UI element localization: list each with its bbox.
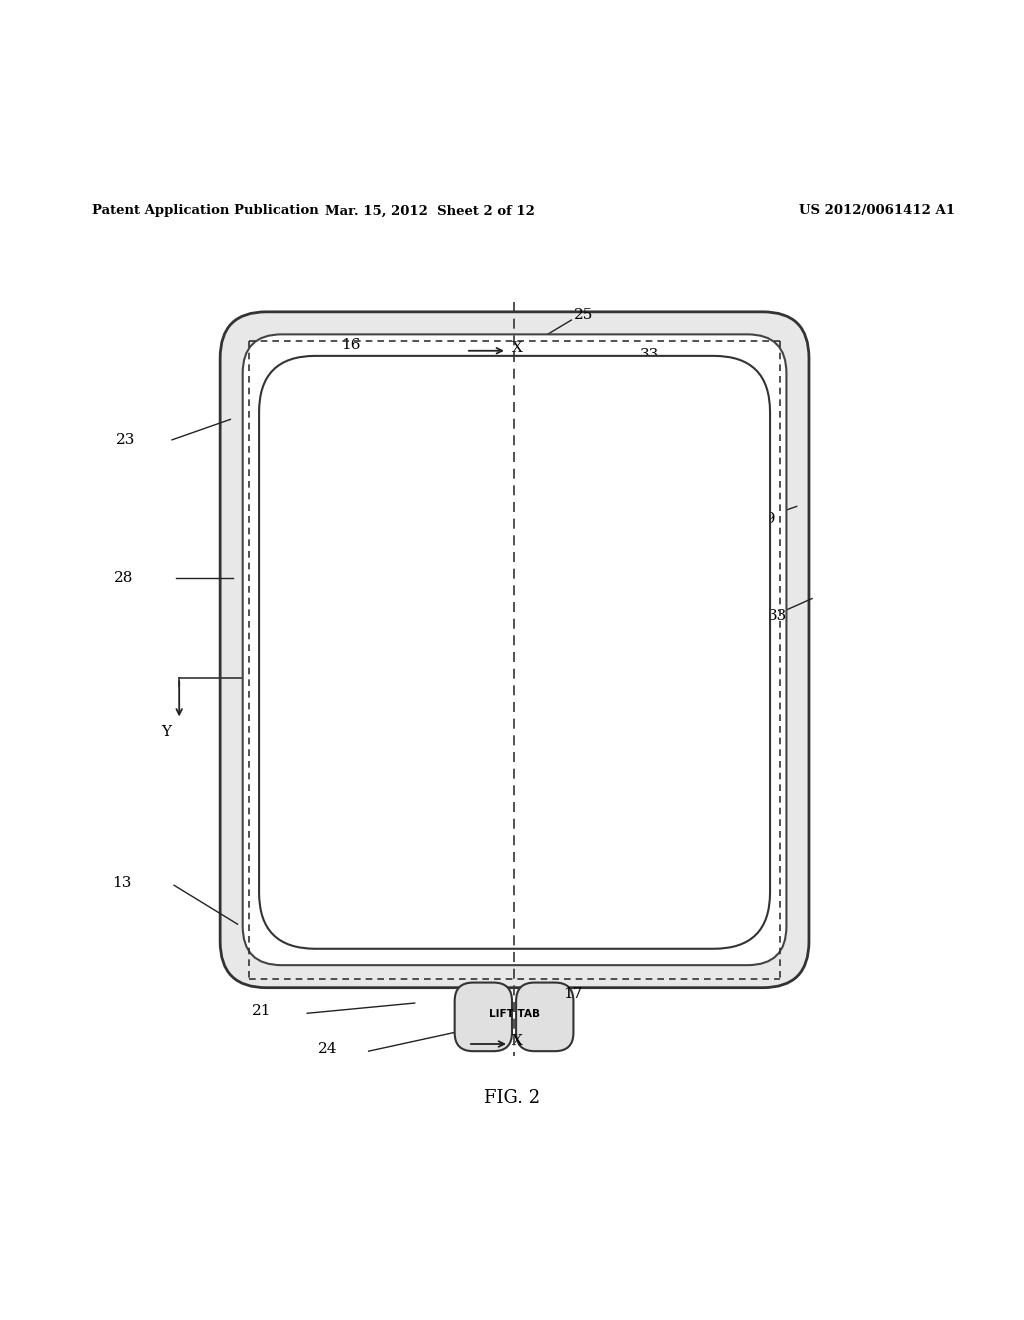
- Text: 24: 24: [318, 1041, 338, 1056]
- Text: Y: Y: [161, 725, 171, 739]
- Text: X: X: [512, 1034, 523, 1048]
- Text: 16: 16: [341, 338, 360, 351]
- Text: LIFT TAB: LIFT TAB: [488, 1008, 540, 1019]
- Text: 17: 17: [563, 987, 583, 1001]
- Text: 12: 12: [720, 752, 739, 767]
- FancyBboxPatch shape: [259, 356, 770, 949]
- Text: 33: 33: [768, 609, 787, 623]
- Text: Y: Y: [323, 725, 333, 739]
- Text: 21: 21: [252, 1005, 271, 1018]
- Text: 19: 19: [756, 512, 775, 525]
- Text: Mar. 15, 2012  Sheet 2 of 12: Mar. 15, 2012 Sheet 2 of 12: [326, 205, 535, 218]
- Text: US 2012/0061412 A1: US 2012/0061412 A1: [799, 205, 954, 218]
- Text: FIG. 2: FIG. 2: [484, 1089, 540, 1107]
- FancyBboxPatch shape: [220, 312, 809, 987]
- Text: 25: 25: [573, 308, 593, 322]
- Text: 28: 28: [114, 572, 133, 585]
- Text: 13: 13: [112, 876, 131, 890]
- Text: X: X: [512, 341, 523, 355]
- Text: 23: 23: [116, 433, 135, 447]
- FancyBboxPatch shape: [243, 334, 786, 965]
- Text: 33: 33: [640, 348, 659, 362]
- Text: Patent Application Publication: Patent Application Publication: [92, 205, 318, 218]
- FancyBboxPatch shape: [455, 982, 512, 1051]
- FancyBboxPatch shape: [516, 982, 573, 1051]
